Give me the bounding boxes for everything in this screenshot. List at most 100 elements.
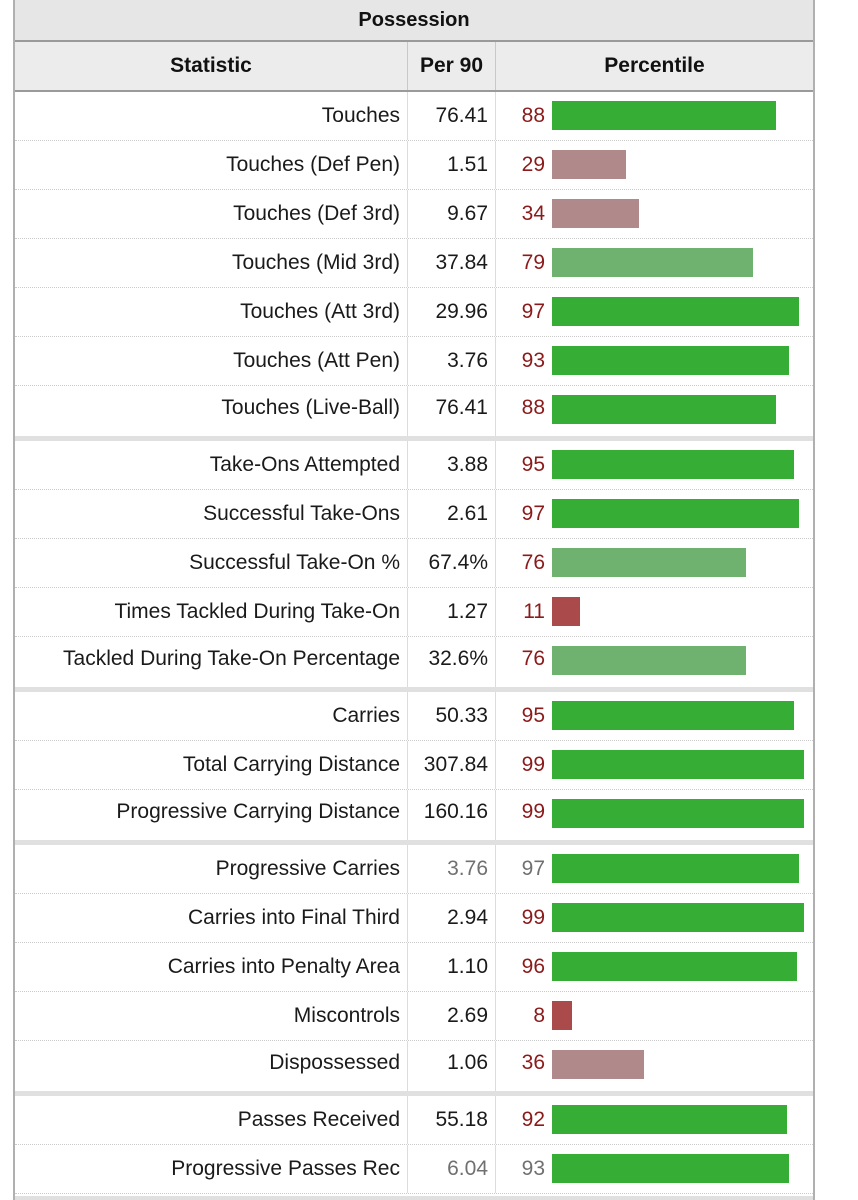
percentile-value: 76 xyxy=(521,551,545,574)
per90-value: 9.67 xyxy=(408,190,496,238)
percentile-bar xyxy=(552,750,804,779)
per90-value: 1.27 xyxy=(408,588,496,636)
per90-value: 50.33 xyxy=(408,692,496,740)
per90-value: 3.76 xyxy=(408,337,496,385)
header-per90[interactable]: Per 90 xyxy=(408,42,496,90)
percentile-bar xyxy=(552,903,804,932)
per90-value: 3.88 xyxy=(408,441,496,489)
percentile-cell: 88 xyxy=(496,92,813,140)
table-row: Progressive Passes Rec 6.04 93 xyxy=(15,1145,813,1194)
percentile-bar xyxy=(552,854,799,883)
percentile-bar xyxy=(552,646,746,675)
percentile-cell: 29 xyxy=(496,141,813,189)
stat-name: Carries xyxy=(15,692,408,740)
percentile-cell: 36 xyxy=(496,1041,813,1091)
table-row: Times Tackled During Take-On 1.27 11 xyxy=(15,588,813,637)
percentile-bar xyxy=(552,450,794,479)
percentile-value: 92 xyxy=(521,1108,545,1131)
percentile-cell: 8 xyxy=(496,992,813,1040)
table-row: Progressive Carrying Distance 160.16 99 xyxy=(15,790,813,845)
stat-name: Take-Ons Attempted xyxy=(15,441,408,489)
percentile-cell: 11 xyxy=(496,588,813,636)
stat-name: Total Carrying Distance xyxy=(15,741,408,789)
percentile-value: 36 xyxy=(521,1051,545,1074)
table-row: Carries into Penalty Area 1.10 96 xyxy=(15,943,813,992)
table-row: Touches (Att 3rd) 29.96 97 xyxy=(15,288,813,337)
stat-name: Miscontrols xyxy=(15,992,408,1040)
percentile-value: 99 xyxy=(521,800,545,823)
stat-name: Carries into Penalty Area xyxy=(15,943,408,991)
percentile-value: 88 xyxy=(521,104,545,127)
percentile-cell: 97 xyxy=(496,490,813,538)
percentile-value: 97 xyxy=(521,300,545,323)
percentile-value: 97 xyxy=(521,502,545,525)
percentile-bar xyxy=(552,248,753,277)
table-row: Carries 50.33 95 xyxy=(15,692,813,741)
percentile-cell: 93 xyxy=(496,1145,813,1193)
per90-value: 55.18 xyxy=(408,1096,496,1144)
percentile-value: 8 xyxy=(533,1004,545,1027)
percentile-value: 76 xyxy=(521,647,545,670)
percentile-cell: 95 xyxy=(496,441,813,489)
per90-value: 37.84 xyxy=(408,239,496,287)
percentile-cell: 92 xyxy=(496,1096,813,1144)
percentile-value: 99 xyxy=(521,906,545,929)
possession-table: Possession Statistic Per 90 Percentile T… xyxy=(13,0,815,1200)
percentile-bar xyxy=(552,199,639,228)
percentile-value: 34 xyxy=(521,202,545,225)
per90-value: 2.69 xyxy=(408,992,496,1040)
percentile-bar xyxy=(552,952,797,981)
percentile-cell: 99 xyxy=(496,894,813,942)
stat-name: Progressive Carries xyxy=(15,845,408,893)
stat-name: Times Tackled During Take-On xyxy=(15,588,408,636)
stat-name: Tackled During Take-On Percentage xyxy=(15,637,408,687)
header-statistic[interactable]: Statistic xyxy=(15,42,408,90)
per90-value: 3.76 xyxy=(408,845,496,893)
per90-value: 67.4% xyxy=(408,539,496,587)
stat-name: Touches (Live-Ball) xyxy=(15,386,408,436)
table-row: Touches (Mid 3rd) 37.84 79 xyxy=(15,239,813,288)
percentile-bar xyxy=(552,101,776,130)
table-title: Possession xyxy=(15,0,813,42)
per90-value: 1.10 xyxy=(408,943,496,991)
table-row: Touches (Def Pen) 1.51 29 xyxy=(15,141,813,190)
per90-value: 1.06 xyxy=(408,1041,496,1091)
percentile-value: 95 xyxy=(521,704,545,727)
per90-value: 160.16 xyxy=(408,790,496,840)
stat-name: Carries into Final Third xyxy=(15,894,408,942)
stat-name: Touches (Att Pen) xyxy=(15,337,408,385)
table-row: Touches 76.41 88 xyxy=(15,92,813,141)
per90-value: 307.84 xyxy=(408,741,496,789)
per90-value: 32.6% xyxy=(408,637,496,687)
percentile-bar xyxy=(552,548,746,577)
per90-value: 29.96 xyxy=(408,288,496,336)
percentile-bar xyxy=(552,150,626,179)
header-percentile[interactable]: Percentile xyxy=(604,54,705,77)
percentile-bar xyxy=(552,1050,644,1079)
percentile-cell: 34 xyxy=(496,190,813,238)
table-row: Tackled During Take-On Percentage 32.6% 76 xyxy=(15,637,813,692)
percentile-cell: 97 xyxy=(496,288,813,336)
stat-name: Touches (Def 3rd) xyxy=(15,190,408,238)
table-row: Touches (Att Pen) 3.76 93 xyxy=(15,337,813,386)
percentile-value: 29 xyxy=(521,153,545,176)
percentile-value: 79 xyxy=(521,251,545,274)
percentile-cell: 88 xyxy=(496,386,813,436)
stat-name: Successful Take-On % xyxy=(15,539,408,587)
per90-value: 76.41 xyxy=(408,386,496,436)
table-row: Carries into Final Third 2.94 99 xyxy=(15,894,813,943)
percentile-bar xyxy=(552,701,794,730)
stat-name: Touches (Def Pen) xyxy=(15,141,408,189)
percentile-cell: 93 xyxy=(496,337,813,385)
stat-name: Successful Take-Ons xyxy=(15,490,408,538)
table-row: Total Carrying Distance 307.84 99 xyxy=(15,741,813,790)
percentile-value: 99 xyxy=(521,753,545,776)
stat-name: Progressive Passes Rec xyxy=(15,1145,408,1193)
percentile-bar xyxy=(552,799,804,828)
per90-value: 2.61 xyxy=(408,490,496,538)
table-bottom-border xyxy=(15,1196,813,1200)
table-row: Successful Take-On % 67.4% 76 xyxy=(15,539,813,588)
per90-value: 2.94 xyxy=(408,894,496,942)
percentile-bar xyxy=(552,597,580,626)
percentile-cell: 99 xyxy=(496,741,813,789)
